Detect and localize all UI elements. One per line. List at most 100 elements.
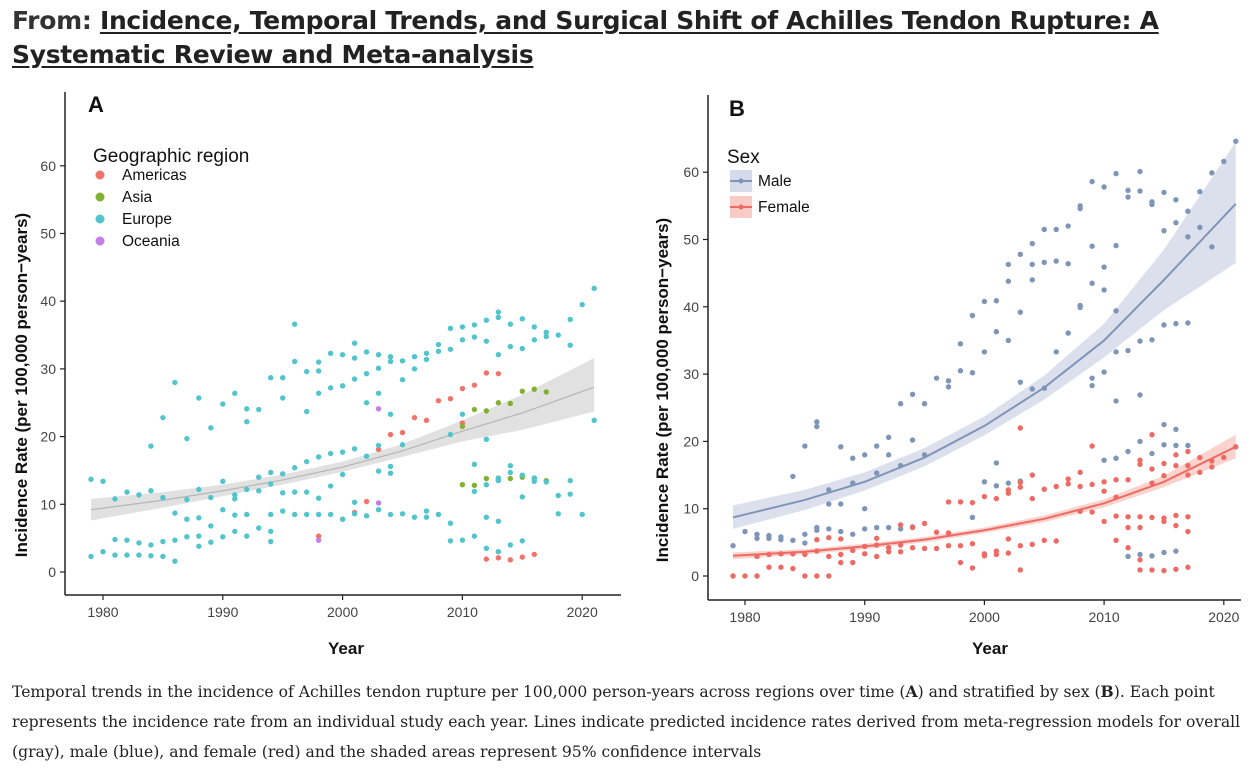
female-data-point [897,522,904,528]
europe-data-point [291,511,298,518]
legend-key-oceania [95,236,105,246]
europe-data-point [471,488,478,495]
americas-data-point [423,417,430,424]
europe-data-point [256,488,262,494]
europe-data-point [339,449,346,455]
female-data-point [885,549,892,555]
female-data-point [981,493,988,500]
female-data-point [1137,567,1143,573]
panel-b: B 0 10 20 30 40 50 60 1980 1990 2000 2010 2020 Yea… [653,95,1241,658]
europe-data-point [88,476,94,482]
europe-data-point [280,490,286,496]
male-data-point [1125,194,1131,200]
europe-data-point [315,495,322,501]
male-data-point [969,312,976,319]
europe-data-point [495,477,502,484]
caption-text: Temporal trends in the incidence of Achi… [12,683,906,701]
female-fit-line [732,445,1237,557]
americas-data-point [495,370,502,377]
male-data-point [1041,259,1047,266]
female-data-point [1005,550,1012,556]
y-tick-label: 50 [40,226,56,242]
female-data-point [957,543,964,549]
europe-data-point [579,511,585,518]
europe-data-point [375,507,382,513]
female-data-point [1137,557,1143,563]
americas-data-point [519,554,525,560]
male-data-point [1005,278,1012,284]
male-data-point [778,534,784,540]
male-data-point [1017,309,1024,315]
europe-data-point [148,443,154,449]
europe-data-point [567,491,573,497]
europe-data-point [100,478,106,484]
europe-data-point [256,525,262,531]
female-data-point [1089,509,1095,515]
male-data-point [921,401,928,407]
female-data-point [814,536,820,543]
europe-data-point [387,354,394,360]
europe-data-point [363,370,370,377]
y-tick-label: 30 [683,366,699,382]
europe-data-point [244,533,250,539]
asia-data-point [507,400,514,407]
female-data-point [897,549,904,555]
europe-data-point [543,333,549,340]
female-data-point [957,559,964,566]
female-data-point [826,553,832,560]
female-data-point [1185,472,1191,478]
male-data-point [754,535,760,542]
male-data-point [1149,201,1155,208]
europe-data-point [291,358,298,365]
americas-data-point [471,382,478,388]
europe-data-point [160,553,166,560]
europe-data-point [112,496,118,502]
male-data-point [1209,244,1215,250]
female-data-point [850,559,856,566]
europe-data-point [220,534,226,540]
europe-data-point [268,511,274,518]
europe-data-point [399,377,406,383]
europe-data-point [399,358,406,364]
female-data-point [1041,537,1047,544]
europe-data-point [184,435,190,442]
europe-data-point [483,436,490,443]
europe-data-point [555,511,561,517]
male-data-point [1125,187,1131,194]
female-data-point [1113,537,1119,544]
americas-data-point [483,556,490,562]
male-data-point [1029,386,1035,392]
article-title-link[interactable]: Incidence, Temporal Trends, and Surgical… [12,6,1159,69]
female-data-point [969,540,976,547]
americas-data-point [507,557,514,563]
from-label: From: [12,6,92,35]
europe-data-point [112,536,118,543]
female-data-point [1173,566,1179,572]
panel-b-x-axis-title: Year [972,639,1008,658]
male-data-point [862,526,868,532]
male-data-point [850,531,856,537]
americas-data-point [411,414,418,421]
europe-data-point [327,385,334,391]
female-data-point [993,551,1000,558]
female-data-point [945,499,952,505]
europe-data-point [291,321,298,327]
europe-data-point [280,375,286,381]
europe-data-point [567,342,573,348]
male-data-point [873,443,880,449]
asia-data-point [459,481,466,488]
female-data-point [1149,466,1155,472]
male-data-point [802,443,808,449]
europe-data-point [88,553,94,560]
europe-data-point [244,511,250,518]
male-data-point [885,524,892,531]
europe-data-point [303,408,310,415]
male-data-point [1209,170,1215,176]
x-tick-label: 2010 [447,604,478,620]
female-data-point [1185,462,1191,469]
europe-data-point [208,425,214,431]
europe-data-point [387,470,394,476]
x-tick-label: 2020 [1208,609,1239,625]
europe-data-point [519,316,525,322]
europe-data-point [148,542,154,548]
